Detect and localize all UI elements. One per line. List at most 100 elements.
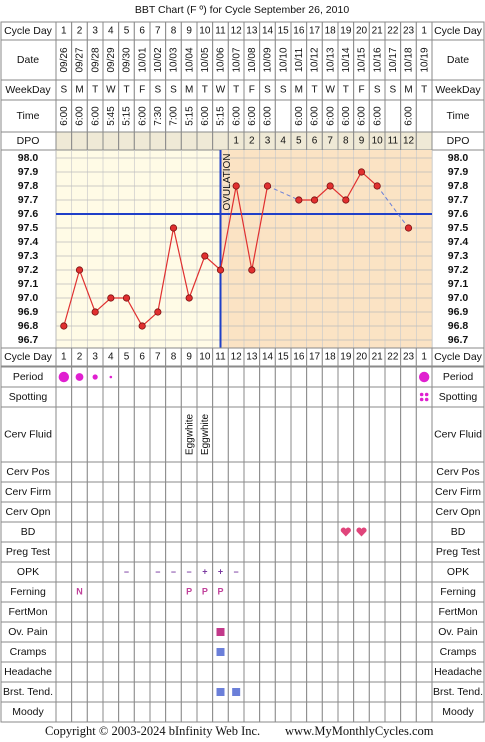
- row-label: Cycle Day: [434, 25, 483, 37]
- cell: [180, 601, 198, 623]
- cell: [353, 406, 370, 463]
- row-label: Cramps: [10, 646, 47, 658]
- cell: [165, 481, 182, 503]
- cell: [165, 521, 182, 543]
- cell: [259, 481, 276, 503]
- cell-text: 12: [403, 136, 415, 147]
- cell: [118, 661, 135, 683]
- cell-text: 3: [265, 136, 271, 147]
- cell: [384, 561, 402, 583]
- cell: [400, 581, 417, 603]
- y-tick-label: 97.8: [18, 180, 39, 192]
- cell-text: 4: [108, 26, 114, 37]
- cell: [353, 501, 370, 523]
- temperature-point: [154, 308, 162, 316]
- cell-text: 19: [340, 352, 352, 363]
- cell: [306, 581, 323, 603]
- cell: [71, 681, 88, 703]
- cell: [368, 521, 386, 543]
- cell-text: 6: [139, 26, 145, 37]
- cell-text: 1: [421, 26, 427, 37]
- cell: [290, 641, 308, 663]
- cell: [259, 461, 276, 483]
- cell-text: 10: [199, 26, 211, 37]
- y-tick-label: 97.7: [18, 194, 39, 206]
- cell: [133, 501, 151, 523]
- cell-text: 1: [61, 26, 67, 37]
- cell: [306, 641, 323, 663]
- cell-text: 6:00: [325, 106, 336, 126]
- cell: [86, 561, 104, 583]
- cell: [212, 131, 229, 151]
- cell: [353, 681, 370, 703]
- cell: [102, 541, 120, 563]
- cell-text: 2: [77, 352, 83, 363]
- cell-text: 5:45: [106, 106, 117, 126]
- temperature-point: [60, 322, 68, 330]
- cell: [368, 661, 386, 683]
- cell-text: 9: [359, 136, 365, 147]
- cell: [321, 641, 339, 663]
- cell-text: Eggwhite: [200, 413, 211, 455]
- cell: [243, 521, 261, 543]
- cell-text: 8: [171, 352, 177, 363]
- cell: [102, 461, 120, 483]
- cell: [384, 366, 402, 388]
- cell: [133, 521, 151, 543]
- cell-text: 3: [92, 352, 98, 363]
- cell-text: 4: [280, 136, 286, 147]
- cell: [384, 681, 402, 703]
- y-tick-label: 97.6: [18, 208, 39, 220]
- temperature-point: [295, 196, 303, 204]
- cell: [149, 681, 167, 703]
- cell: [149, 621, 167, 643]
- cell-text: S: [389, 85, 396, 96]
- cell: [118, 366, 135, 388]
- cell: [384, 481, 402, 503]
- temperature-point: [357, 168, 366, 176]
- row-label: Cerv Pos: [6, 466, 49, 478]
- cell: [337, 621, 355, 643]
- cell: [180, 701, 198, 723]
- cell: [102, 661, 120, 683]
- heart: [340, 527, 351, 537]
- cell-text: F: [139, 85, 145, 96]
- cell-text: 22: [387, 26, 399, 37]
- cell: [165, 641, 182, 663]
- cell: [259, 521, 276, 543]
- cell: [133, 461, 151, 483]
- period-dot: [109, 375, 113, 379]
- cell-text: 10/06: [216, 47, 227, 72]
- symptom-square: [216, 688, 225, 696]
- cell-text: 6:00: [372, 106, 383, 126]
- cell: [290, 701, 308, 723]
- row-label: Spotting: [9, 391, 48, 403]
- cell: [415, 521, 433, 543]
- cell: [415, 621, 433, 643]
- cell-text: M: [75, 85, 83, 96]
- cell: [290, 541, 308, 563]
- row-label: Ov. Pain: [8, 626, 48, 638]
- cell: [274, 521, 292, 543]
- cell-text: S: [170, 85, 177, 96]
- cell: [86, 581, 104, 603]
- row-label: Date: [17, 54, 39, 66]
- cell-text: 7:30: [153, 106, 164, 126]
- cell: [196, 621, 214, 643]
- cell: [274, 641, 292, 663]
- copyright: Copyright © 2003-2024 bInfinity Web Inc.: [45, 724, 260, 738]
- cell: [71, 461, 88, 483]
- cell-text: 8: [171, 26, 177, 37]
- cell: [149, 641, 167, 663]
- gap-connector: [267, 185, 300, 201]
- cell: [165, 406, 182, 463]
- cell-text: 10/04: [184, 47, 195, 72]
- cell: [86, 701, 104, 723]
- cell: [368, 386, 386, 408]
- cell-text: 7: [155, 26, 161, 37]
- cell: [321, 681, 339, 703]
- cell: [86, 481, 104, 503]
- cell-text: 10/18: [404, 47, 415, 72]
- cell: [415, 347, 433, 367]
- cell-text: 4: [108, 352, 114, 363]
